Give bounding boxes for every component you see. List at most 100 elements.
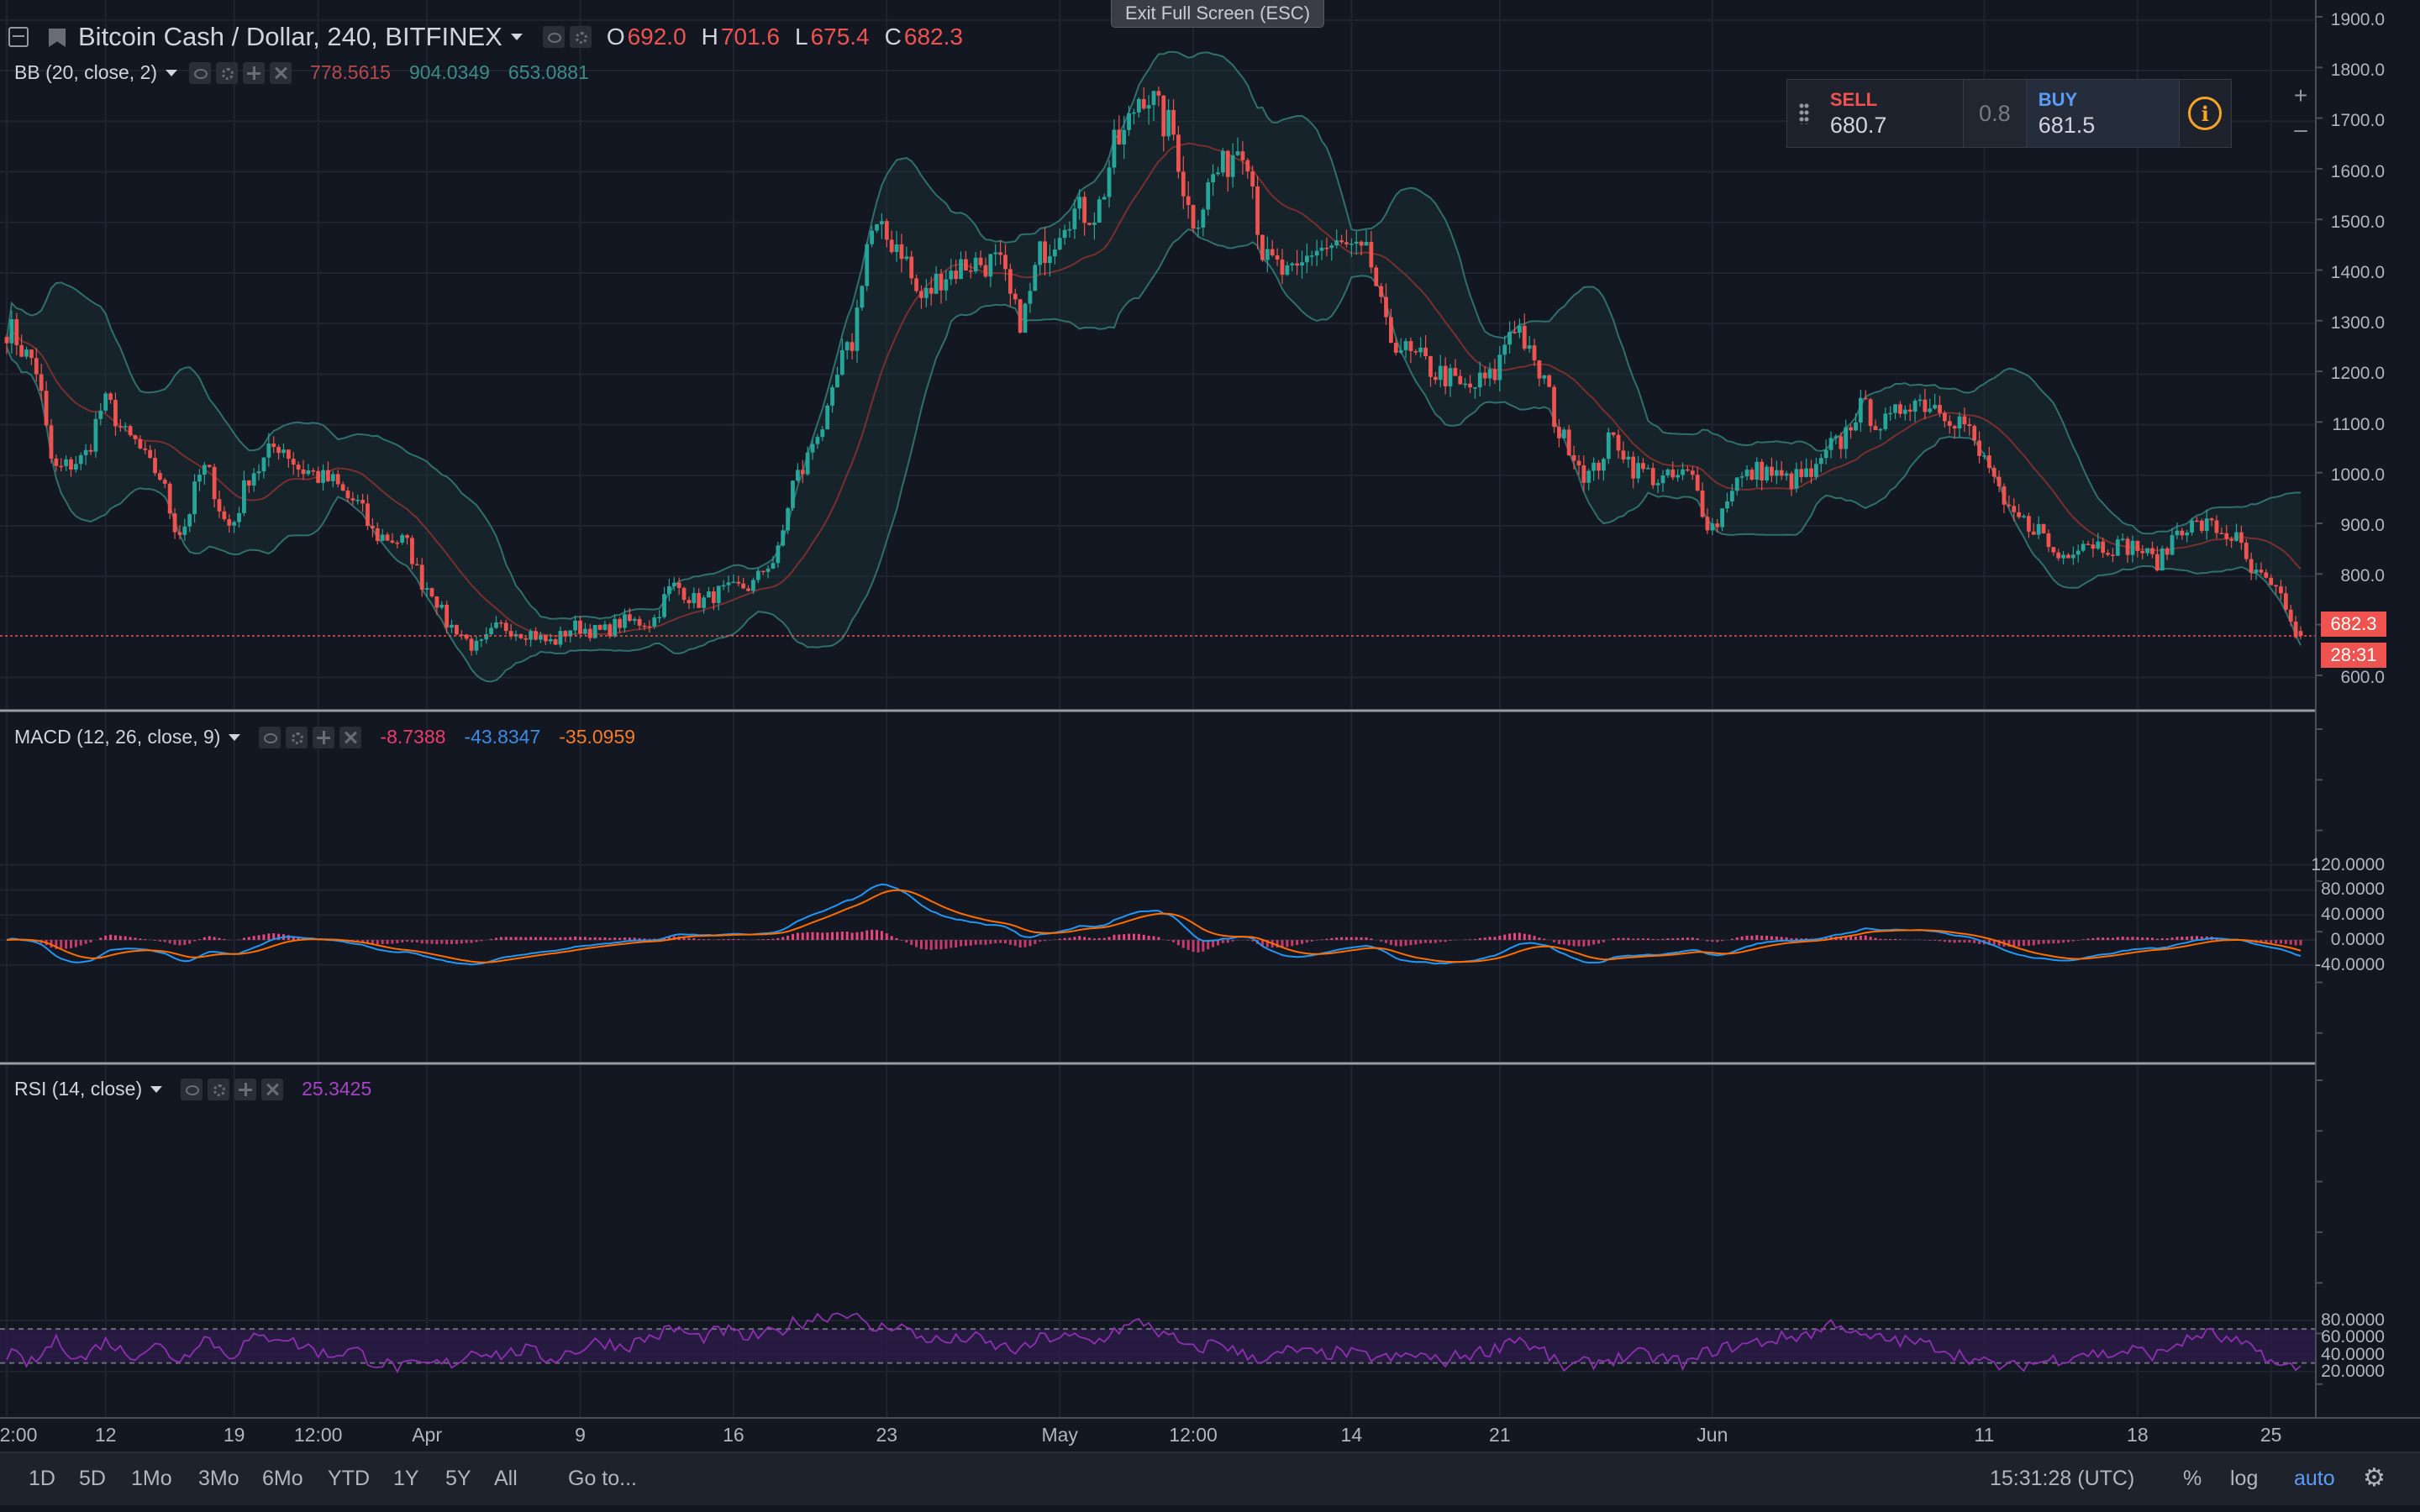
range-button-5y[interactable]: 5Y <box>445 1467 471 1490</box>
info-button[interactable]: i <box>2180 80 2231 147</box>
plus-icon[interactable]: + <box>2293 82 2308 108</box>
candle-body <box>1952 426 1957 429</box>
minus-icon[interactable]: – <box>2294 116 2307 142</box>
candle-body <box>1418 347 1423 353</box>
eye-icon[interactable] <box>542 26 565 48</box>
candle-body <box>671 582 676 587</box>
candle-body <box>1230 155 1235 177</box>
candle-body <box>345 491 350 499</box>
candle-body <box>1557 427 1561 438</box>
range-button-1y[interactable]: 1Y <box>393 1467 419 1490</box>
candle-body <box>366 503 370 526</box>
goto-button[interactable]: Go to... <box>568 1467 637 1490</box>
candle-body <box>1191 205 1196 229</box>
macd-hist-value: -8.7388 <box>380 726 446 748</box>
gear-icon[interactable] <box>208 1078 230 1100</box>
candle-body <box>1443 365 1448 386</box>
candle-body <box>2214 520 2219 533</box>
gear-icon[interactable] <box>286 726 308 748</box>
rsi-axis-label: 60.0000 <box>2321 1327 2385 1347</box>
drag-handle-icon[interactable] <box>1787 80 1818 147</box>
bb-name[interactable]: BB (20, close, 2) <box>14 61 158 83</box>
gear-icon[interactable]: ⚙ <box>2363 1464 2386 1492</box>
candle-body <box>1206 182 1211 210</box>
candle-body <box>2012 506 2017 512</box>
candle-body <box>1389 317 1393 344</box>
percent-toggle[interactable]: % <box>2183 1467 2202 1490</box>
sell-button[interactable]: SELL 680.7 <box>1818 80 1964 147</box>
candle-body <box>860 286 865 308</box>
candle-body <box>103 393 108 411</box>
rsi-name[interactable]: RSI (14, close) <box>14 1078 143 1100</box>
candle-body <box>1898 404 1902 414</box>
candle-body <box>894 244 899 253</box>
candle-body <box>222 511 227 520</box>
candle-body <box>251 473 256 486</box>
candle-body <box>410 538 414 564</box>
candle-body <box>1285 265 1290 276</box>
candle-body <box>1329 245 1334 249</box>
chevron-down-icon[interactable] <box>510 34 523 40</box>
candle-body <box>776 545 781 564</box>
candle-body <box>1715 523 1720 528</box>
plus-icon[interactable] <box>234 1078 257 1100</box>
candle-body <box>627 614 632 622</box>
low-label: L <box>794 24 808 50</box>
candle-body <box>587 628 592 638</box>
candle-body <box>608 624 613 637</box>
candle-body <box>889 239 894 253</box>
candle-body <box>1408 341 1413 352</box>
auto-toggle[interactable]: auto <box>2294 1467 2335 1490</box>
close-icon[interactable] <box>339 726 362 748</box>
range-button-1d[interactable]: 1D <box>29 1467 55 1490</box>
sell-price: 680.7 <box>1829 112 1887 138</box>
range-button-5d[interactable]: 5D <box>79 1467 106 1490</box>
range-button-1mo[interactable]: 1Mo <box>131 1467 172 1490</box>
gear-icon[interactable] <box>569 26 592 48</box>
candle-body <box>1655 483 1660 486</box>
buy-button[interactable]: BUY 681.5 <box>2026 80 2180 147</box>
candle-body <box>2244 543 2249 559</box>
chevron-down-icon[interactable] <box>150 1085 163 1093</box>
candle-body <box>1186 196 1191 206</box>
candle-body <box>1428 356 1433 377</box>
candle-body <box>1799 469 1804 477</box>
candle-body <box>2154 554 2160 571</box>
macd-name[interactable]: MACD (12, 26, close, 9) <box>14 726 221 748</box>
candle-body <box>118 426 123 428</box>
candles <box>0 87 2316 656</box>
chevron-down-icon[interactable] <box>166 69 178 76</box>
range-button-all[interactable]: All <box>494 1467 518 1490</box>
candle-body <box>14 318 19 345</box>
candle-body <box>172 513 177 533</box>
candle-body <box>64 459 69 466</box>
range-button-6mo[interactable]: 6Mo <box>262 1467 303 1490</box>
symbol-title[interactable]: Bitcoin Cash / Dollar, 240, BITFINEX <box>78 22 502 51</box>
candle-body <box>217 499 222 512</box>
eye-icon[interactable] <box>259 726 281 748</box>
candle-body <box>34 358 39 375</box>
flag-icon[interactable] <box>49 29 66 47</box>
gear-icon[interactable] <box>216 61 239 84</box>
plus-icon[interactable] <box>243 61 266 84</box>
utc-clock[interactable]: 15:31:28 (UTC) <box>1990 1467 2135 1490</box>
range-button-3mo[interactable]: 3Mo <box>198 1467 239 1490</box>
plus-icon[interactable] <box>313 726 335 748</box>
info-icon: i <box>2188 97 2223 130</box>
candle-body <box>1201 209 1206 228</box>
close-icon[interactable] <box>270 61 292 84</box>
exit-fullscreen-hint[interactable]: Exit Full Screen (ESC) <box>1111 0 1324 28</box>
chevron-down-icon[interactable] <box>229 733 241 741</box>
candle-body <box>1744 470 1749 477</box>
close-icon[interactable] <box>261 1078 284 1100</box>
range-button-ytd[interactable]: YTD <box>328 1467 370 1490</box>
candle-body <box>1527 345 1532 349</box>
signal-line <box>6 889 2302 963</box>
log-toggle[interactable]: log <box>2230 1467 2259 1490</box>
eye-icon[interactable] <box>181 1078 203 1100</box>
candle-body <box>296 465 301 470</box>
eye-icon[interactable] <box>189 61 212 84</box>
candle-body <box>1132 112 1136 114</box>
collapse-icon[interactable] <box>8 27 29 47</box>
